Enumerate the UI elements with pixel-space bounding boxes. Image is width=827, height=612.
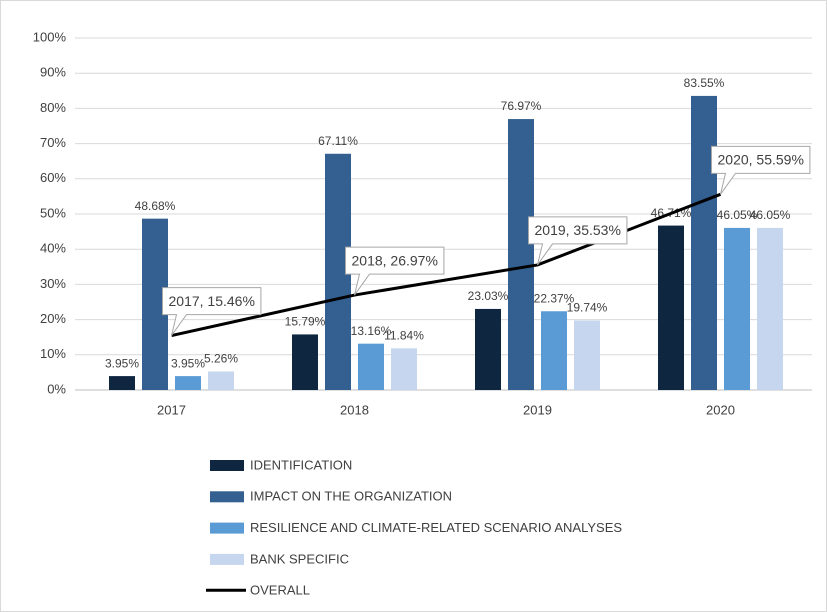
x-tick-label: 2018 <box>340 402 369 417</box>
bar <box>508 119 534 390</box>
legend-swatch <box>210 460 244 471</box>
bar <box>109 376 135 390</box>
x-tick-label: 2020 <box>706 402 735 417</box>
y-tick-label: 0% <box>47 381 66 396</box>
value-label: 83.55% <box>684 76 725 90</box>
line <box>171 192 722 338</box>
y-tick-label: 70% <box>40 135 66 150</box>
bar <box>292 334 318 390</box>
value-label: 23.03% <box>468 289 509 303</box>
bar <box>757 227 783 390</box>
value-label: 2017, 15.46% <box>169 293 255 309</box>
value-label: 19.74% <box>567 301 608 315</box>
legend-swatch <box>210 522 244 534</box>
value-label: 3.95% <box>171 356 205 370</box>
legend-label: IMPACT ON THE ORGANIZATION <box>250 489 452 504</box>
y-tick-label: 10% <box>40 346 66 361</box>
value-label: 2020, 55.59% <box>718 152 804 168</box>
callout: 2019, 35.53% <box>528 216 628 266</box>
legend-label: RESILIENCE AND CLIMATE-RELATED SCENARIO … <box>250 520 622 535</box>
value-label: 22.37% <box>534 291 575 305</box>
value-label: 46.05% <box>717 208 758 222</box>
x-tick-label: 2017 <box>157 402 186 417</box>
callout-box <box>711 145 811 195</box>
bar <box>691 95 717 391</box>
legend-label: OVERALL <box>250 583 310 598</box>
y-tick-label: 40% <box>40 241 66 256</box>
y-tick-label: 50% <box>40 205 66 220</box>
value-label: 2019, 35.53% <box>535 222 621 238</box>
y-tick-label: 60% <box>40 170 66 185</box>
bar <box>724 227 750 390</box>
value-label: 5.26% <box>204 352 238 366</box>
bar <box>574 320 600 390</box>
y-tick-label: 30% <box>40 276 66 291</box>
callout-box <box>528 216 628 266</box>
callout-box <box>345 246 445 296</box>
legend-label: BANK SPECIFIC <box>250 551 349 566</box>
bar <box>541 311 567 390</box>
value-label: 2018, 26.97% <box>352 252 438 268</box>
value-label: 15.79% <box>285 315 326 329</box>
legend-swatch <box>210 491 244 503</box>
value-label: 3.95% <box>105 356 139 370</box>
y-tick-label: 20% <box>40 311 66 326</box>
callout: 2018, 26.97% <box>345 246 445 296</box>
callout: 2017, 15.46% <box>162 287 262 336</box>
value-label: 76.97% <box>501 99 542 113</box>
bar <box>391 348 417 390</box>
x-tick-label: 2019 <box>523 402 552 417</box>
callout-box <box>162 287 262 336</box>
callout: 2020, 55.59% <box>711 145 811 195</box>
legend-label: IDENTIFICATION <box>250 457 352 472</box>
legend-swatch <box>210 553 244 565</box>
y-tick-label: 90% <box>40 65 66 80</box>
value-label: 48.68% <box>135 199 176 213</box>
bar <box>175 376 201 390</box>
bar <box>208 371 234 390</box>
value-label: 11.84% <box>384 328 424 342</box>
value-label: 67.11% <box>318 134 358 148</box>
bar <box>475 308 501 390</box>
value-label: 13.16% <box>351 324 392 338</box>
value-label: 46.05% <box>750 208 791 222</box>
y-tick-label: 80% <box>40 100 66 115</box>
y-tick-label: 100% <box>33 29 67 44</box>
bar <box>358 343 384 390</box>
bar <box>658 225 684 390</box>
